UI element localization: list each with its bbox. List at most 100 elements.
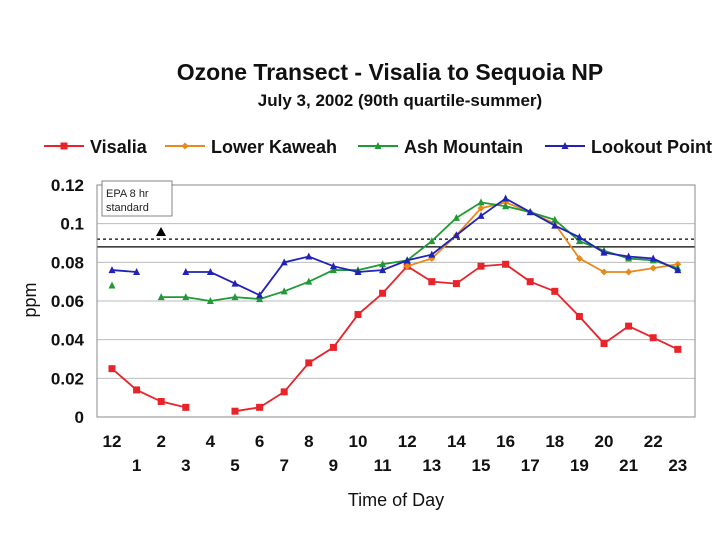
data-point <box>379 289 387 297</box>
x-tick-label: 22 <box>644 432 663 451</box>
data-point <box>502 260 510 268</box>
x-tick-label: 12 <box>398 432 417 451</box>
x-tick-label: 17 <box>521 456 540 475</box>
x-tick-label: 19 <box>570 456 589 475</box>
data-point <box>374 142 382 149</box>
series-lookout-point <box>108 194 682 299</box>
data-point <box>551 221 559 229</box>
plot-area <box>96 184 696 418</box>
data-point <box>280 287 288 295</box>
data-point <box>256 403 264 411</box>
data-point <box>133 268 141 275</box>
data-point <box>256 295 264 303</box>
data-point <box>108 281 116 289</box>
legend-label: Ash Mountain <box>404 137 523 157</box>
data-point <box>280 258 288 266</box>
data-point <box>452 280 460 288</box>
data-point <box>108 266 116 274</box>
chart-subtitle: July 3, 2002 (90th quartile-summer) <box>258 91 542 110</box>
data-point <box>354 268 362 275</box>
data-point <box>329 266 337 274</box>
reference-lines <box>97 238 695 248</box>
data-point <box>526 278 534 286</box>
x-tick-label: 15 <box>472 456 491 475</box>
data-point <box>477 262 485 270</box>
data-point <box>477 211 485 219</box>
data-point <box>561 142 569 149</box>
data-point <box>181 142 189 150</box>
x-tick-label: 1 <box>132 456 141 475</box>
data-point <box>551 287 559 295</box>
data-point <box>182 268 190 275</box>
data-point <box>206 268 214 275</box>
x-tick-label: 4 <box>206 432 216 451</box>
y-axis-title: ppm <box>20 282 40 317</box>
data-point <box>108 365 116 373</box>
x-tick-label: 21 <box>619 456 638 475</box>
data-point <box>551 215 559 223</box>
data-point <box>231 279 239 287</box>
data-point <box>403 262 411 270</box>
data-point <box>575 237 583 245</box>
x-tick-label: 14 <box>447 432 466 451</box>
x-tick-label: 9 <box>329 456 338 475</box>
x-tick-label: 5 <box>230 456 239 475</box>
series-line <box>406 201 678 273</box>
y-tick-label: 0.02 <box>51 369 84 388</box>
legend-item: Lower Kaweah <box>165 137 337 157</box>
data-point <box>182 403 190 411</box>
data-point <box>256 291 264 299</box>
legend-item: Lookout Point <box>545 137 712 157</box>
data-point <box>477 204 485 212</box>
series-visalia <box>108 260 682 415</box>
x-tick-label: 18 <box>545 432 564 451</box>
x-tick-label: 3 <box>181 456 190 475</box>
y-tick-label: 0.12 <box>51 176 84 195</box>
data-point <box>600 248 608 256</box>
data-point <box>60 142 68 150</box>
data-point <box>575 233 583 241</box>
data-point <box>206 297 214 304</box>
gridlines <box>97 223 695 379</box>
data-point <box>502 202 510 210</box>
data-point <box>231 293 239 301</box>
x-tick-label: 16 <box>496 432 515 451</box>
y-tick-label: 0.1 <box>60 215 84 234</box>
data-point <box>600 340 608 348</box>
x-tick-label: 23 <box>668 456 687 475</box>
data-point <box>280 388 288 396</box>
series-line <box>111 367 187 409</box>
legend-label: Visalia <box>90 137 148 157</box>
data-point <box>379 260 387 268</box>
data-point <box>625 322 633 330</box>
series-group <box>108 194 682 415</box>
annotation-box <box>101 180 173 217</box>
data-point <box>477 198 485 206</box>
annotation-pointer-icon <box>156 227 166 236</box>
data-point <box>354 311 362 319</box>
data-point <box>157 293 165 301</box>
data-point <box>157 398 165 406</box>
chart-title: Ozone Transect - Visalia to Sequoia NP <box>177 59 603 85</box>
data-point <box>452 231 460 239</box>
x-tick-label: 11 <box>374 456 392 475</box>
data-point <box>452 213 460 221</box>
x-tick-label: 13 <box>422 456 441 475</box>
series-line <box>111 269 137 273</box>
data-point <box>575 312 583 320</box>
data-point <box>329 262 337 270</box>
legend-item: Ash Mountain <box>358 137 523 157</box>
y-tick-label: 0.08 <box>51 253 84 272</box>
data-point <box>329 343 337 351</box>
y-tick-label: 0.04 <box>51 331 85 350</box>
legend-item: Visalia <box>44 137 148 157</box>
series-lower-kaweah <box>403 198 682 276</box>
y-axis-ticks: 0 0.02 0.04 0.06 0.08 0.1 0.12 <box>51 176 85 427</box>
x-tick-label: 12 <box>103 432 122 451</box>
data-point <box>305 277 313 285</box>
data-point <box>379 266 387 274</box>
data-point <box>649 254 657 262</box>
data-point <box>231 407 239 415</box>
